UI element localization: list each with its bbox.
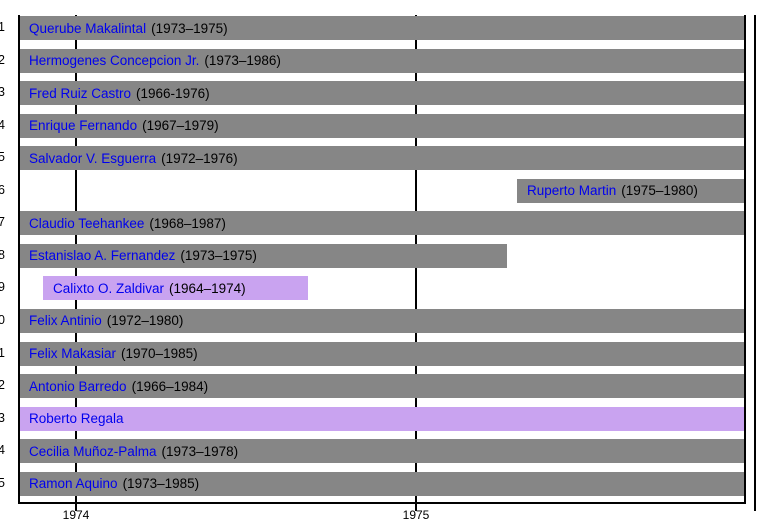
x-tick-1975 bbox=[415, 502, 417, 511]
timeline-bar: Querube Makalintal (1973–1975) bbox=[19, 16, 745, 40]
timeline-bar: Ramon Aquino (1973–1985) bbox=[19, 471, 745, 496]
y-axis-row-number: 15 bbox=[0, 475, 5, 490]
term-years: (1970–1985) bbox=[121, 346, 198, 361]
term-years: (1973–1975) bbox=[151, 20, 228, 36]
term-years: (1972–1976) bbox=[161, 150, 238, 166]
y-axis-row-number: 4 bbox=[0, 117, 5, 132]
timeline-bar: Enrique Fernando (1967–1979) bbox=[19, 113, 745, 138]
justice-name: Estanislao A. Fernandez bbox=[29, 248, 176, 264]
timeline-bar: Estanislao A. Fernandez (1973–1975) bbox=[19, 243, 507, 268]
term-years: (1964–1974) bbox=[169, 280, 246, 296]
term-years: (1972–1980) bbox=[106, 313, 184, 329]
y-axis-row-number: 11 bbox=[0, 345, 5, 360]
y-axis-row-number: 5 bbox=[0, 150, 5, 165]
y-axis-row-number: 13 bbox=[0, 410, 5, 425]
justice-name: Antonio Barredo bbox=[29, 378, 127, 394]
y-axis-row-number: 12 bbox=[0, 378, 5, 393]
timeline-bar: Antonio Barredo (1966–1984) bbox=[19, 374, 745, 399]
term-years: (1973–1978) bbox=[161, 443, 239, 459]
justice-name: Claudio Teehankee bbox=[29, 215, 145, 231]
term-years: (1966–1984) bbox=[131, 378, 209, 394]
justice-name: Fred Ruiz Castro bbox=[29, 85, 132, 101]
timeline-bar: Cecilia Muñoz-Palma (1973–1978) bbox=[19, 439, 745, 464]
right-outer-gridline bbox=[754, 15, 756, 511]
justice-name: Hermogenes Concepcion Jr. bbox=[29, 53, 200, 69]
y-axis-row-number: 10 bbox=[0, 312, 5, 327]
term-years: (1973–1985) bbox=[122, 476, 200, 492]
justice-name: Ruperto Martin bbox=[527, 183, 617, 199]
x-axis-line bbox=[18, 502, 746, 504]
justice-name: Felix Makasiar bbox=[29, 346, 117, 361]
y-axis-row-number: 1 bbox=[0, 20, 5, 34]
justice-name: Calixto O. Zaldivar bbox=[53, 280, 165, 296]
timeline-bar: Hermogenes Concepcion Jr. (1973–1986) bbox=[19, 48, 745, 73]
timeline-bar: Calixto O. Zaldivar (1964–1974) bbox=[43, 276, 308, 301]
x-tick-label-1975: 1975 bbox=[402, 508, 430, 522]
term-years: (1968–1987) bbox=[149, 215, 226, 231]
y-axis-row-number: 9 bbox=[0, 280, 5, 295]
plot-box-right-line bbox=[744, 15, 746, 504]
y-axis-row-number: 2 bbox=[0, 52, 5, 67]
timeline-bar: Fred Ruiz Castro (1966-1976) bbox=[19, 81, 745, 106]
justice-name: Cecilia Muñoz-Palma bbox=[29, 443, 157, 459]
timeline-bar: Felix Makasiar (1970–1985) bbox=[19, 341, 745, 366]
justice-name: Roberto Regala bbox=[29, 411, 124, 427]
term-years: (1973–1975) bbox=[180, 248, 257, 264]
y-axis-row-number: 14 bbox=[0, 443, 5, 458]
term-years: (1967–1979) bbox=[142, 118, 219, 134]
justice-name: Salvador V. Esguerra bbox=[29, 150, 157, 166]
justice-name: Ramon Aquino bbox=[29, 476, 118, 492]
justice-name: Enrique Fernando bbox=[29, 118, 138, 134]
term-years: (1975–1980) bbox=[621, 183, 698, 199]
y-axis-row-number: 6 bbox=[0, 182, 5, 197]
y-axis-line bbox=[18, 15, 20, 504]
timeline-bar: Felix Antinio (1972–1980) bbox=[19, 308, 745, 333]
justice-name: Querube Makalintal bbox=[29, 20, 147, 36]
term-years: (1973–1986) bbox=[204, 53, 281, 69]
y-axis-row-number: 3 bbox=[0, 85, 5, 100]
y-axis-row-number: 7 bbox=[0, 215, 5, 230]
timeline-bar: Ruperto Martin (1975–1980) bbox=[517, 178, 745, 203]
timeline-bar: Claudio Teehankee (1968–1987) bbox=[19, 211, 745, 236]
timeline-bar: Salvador V. Esguerra (1972–1976) bbox=[19, 146, 745, 171]
timeline-bar: Roberto Regala bbox=[19, 406, 745, 431]
justice-name: Felix Antinio bbox=[29, 313, 102, 329]
term-years: (1966-1976) bbox=[136, 85, 210, 101]
x-tick-1974 bbox=[75, 502, 77, 511]
x-tick-label-1974: 1974 bbox=[62, 508, 90, 522]
y-axis-row-number: 8 bbox=[0, 247, 5, 262]
